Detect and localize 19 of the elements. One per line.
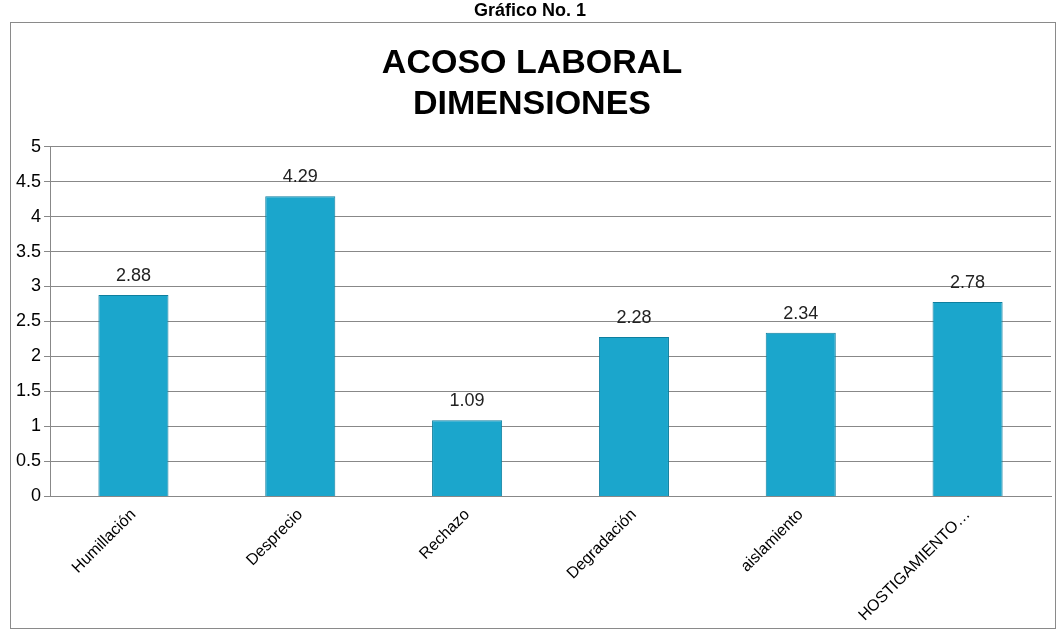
y-tick-label: 1.5: [15, 380, 42, 401]
y-tick-label: 1: [31, 415, 42, 436]
data-label: 4.29: [282, 166, 318, 187]
text: Gráfico No. 1: [473, 0, 587, 20]
y-tick-label: 4: [31, 205, 42, 226]
data-label: 2.28: [616, 306, 652, 327]
y-tick-label: 5: [31, 135, 42, 156]
data-label: 1.09: [449, 390, 485, 411]
data-label: 2.78: [950, 271, 986, 292]
y-tick-label: 3.5: [15, 240, 42, 261]
y-tick-label: 2.5: [15, 310, 42, 331]
data-label: 2.88: [115, 264, 151, 285]
y-tick-label: 0.5: [15, 450, 42, 471]
y-tick-label: 4.5: [15, 170, 42, 191]
y-tick-label: 3: [31, 275, 42, 296]
data-label: 2.34: [783, 302, 819, 323]
chart-title: ACOSO LABORAL DIMENSIONES: [381, 41, 683, 121]
y-tick-label: 2: [31, 345, 42, 366]
y-tick-label: 0: [31, 485, 42, 506]
